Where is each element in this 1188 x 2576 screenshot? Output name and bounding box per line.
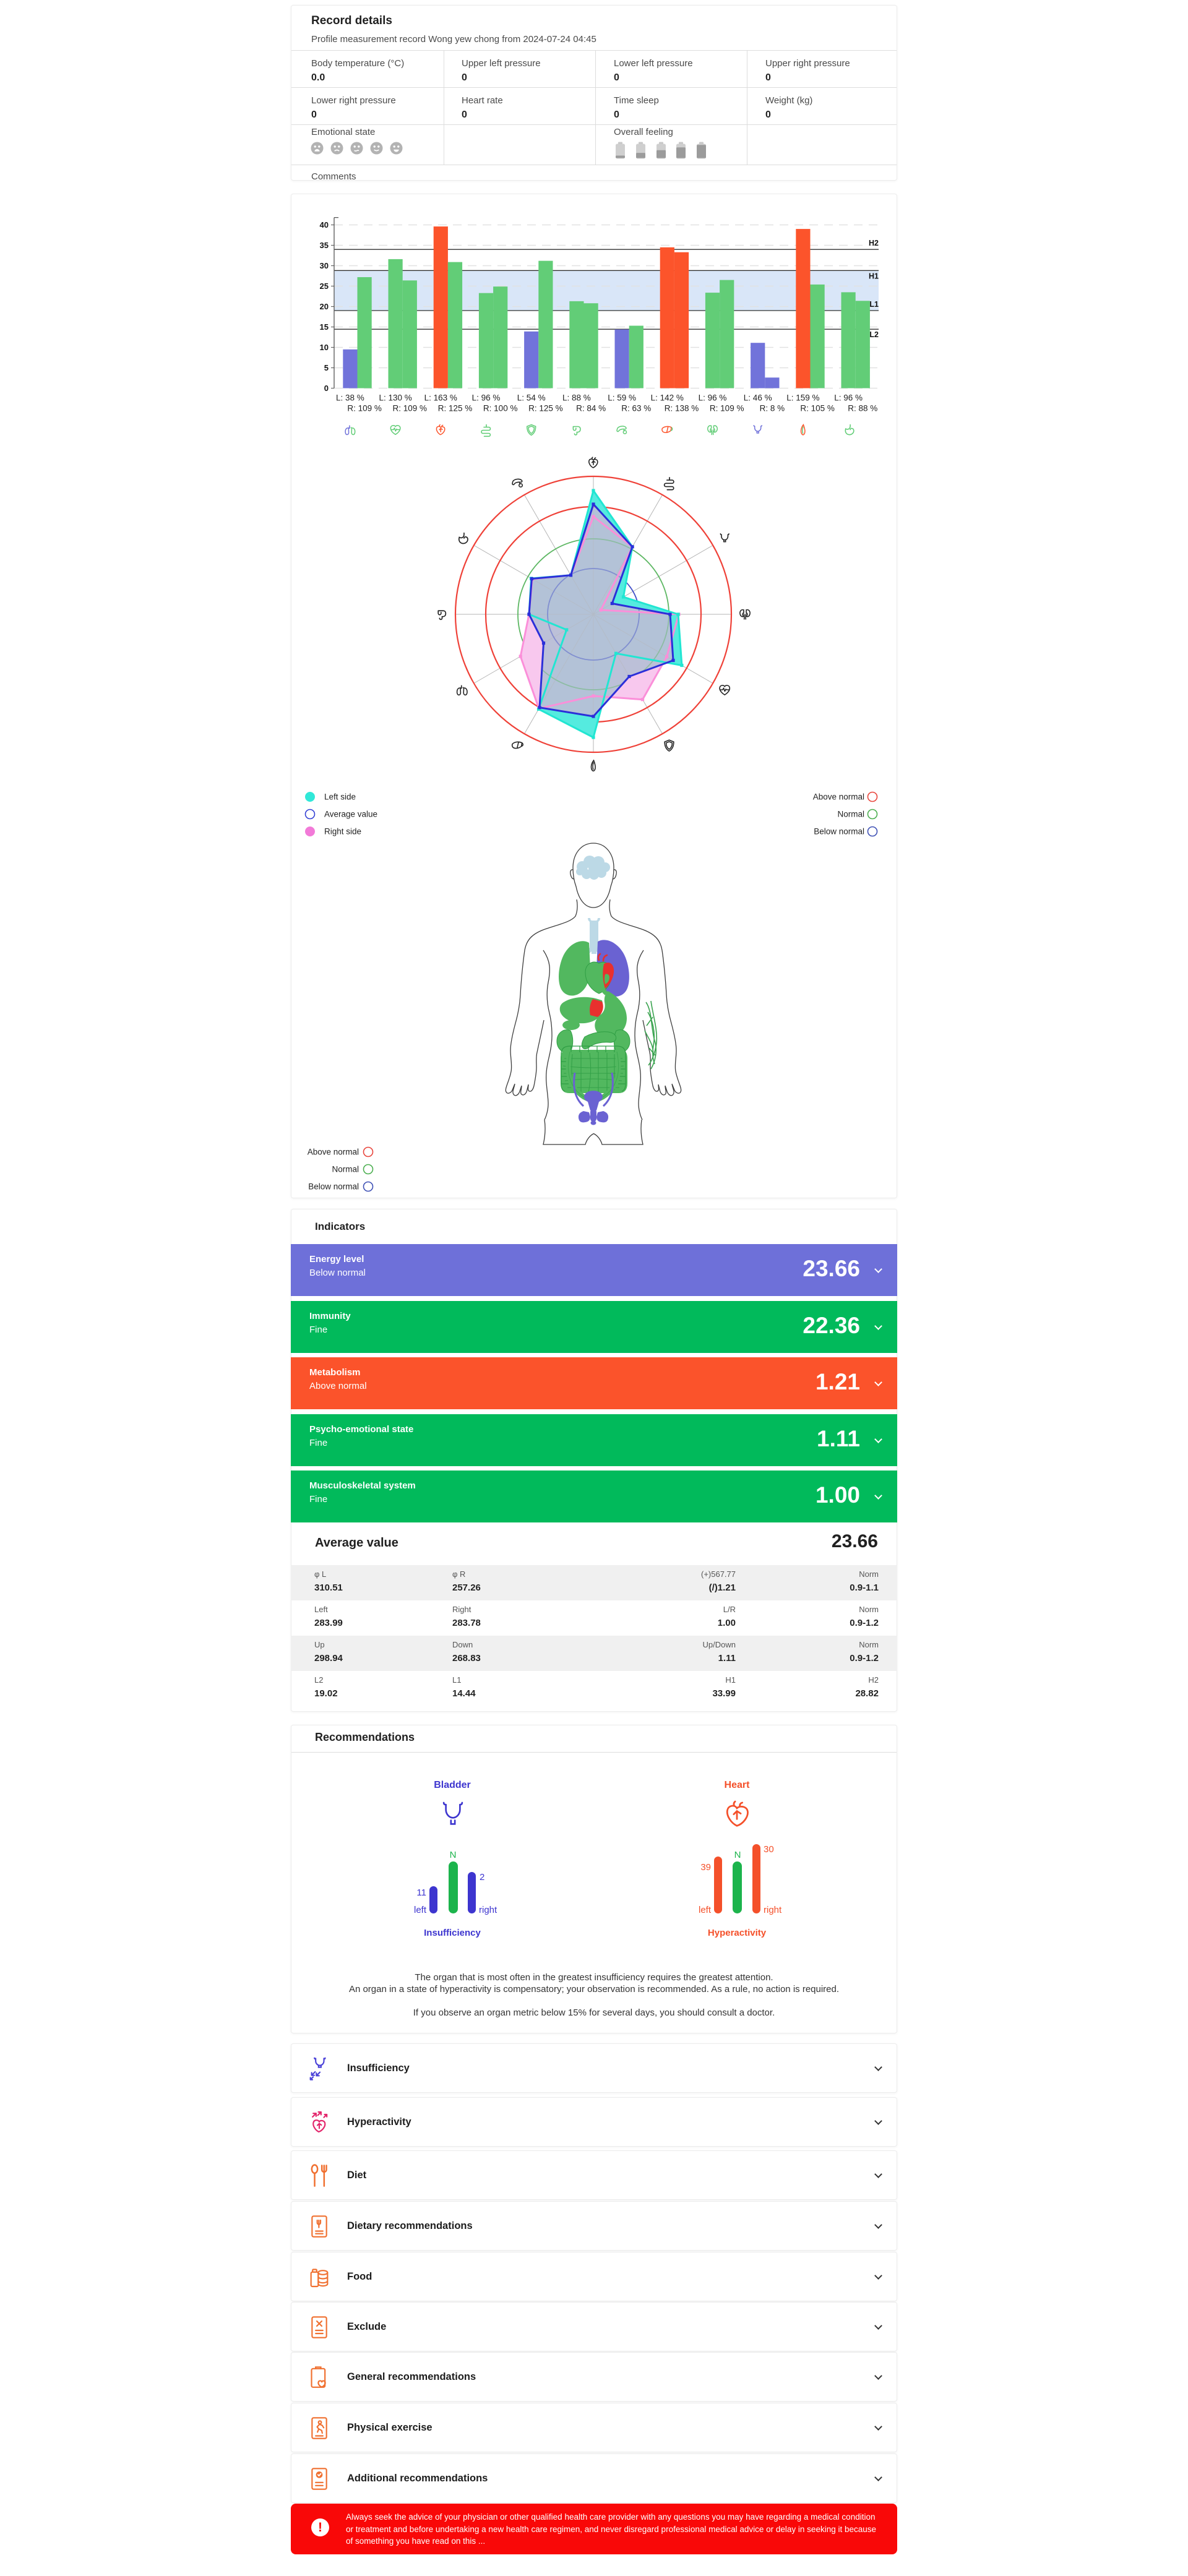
svg-text:L: 159 %: L: 159 % [786,393,819,403]
svg-text:2: 2 [480,1872,484,1883]
svg-text:R: 109 %: R: 109 % [347,404,382,413]
svg-text:20: 20 [320,302,329,311]
svg-text:35: 35 [320,241,329,250]
svg-text:Below normal: Below normal [308,1182,359,1191]
svg-text:R: 109 %: R: 109 % [710,404,744,413]
svg-text:25: 25 [320,281,329,291]
svg-text:R: 138 %: R: 138 % [665,404,699,413]
svg-text:39: 39 [700,1862,711,1873]
svg-text:15: 15 [320,322,329,332]
svg-text:L: 142 %: L: 142 % [651,393,684,403]
svg-text:R: 100 %: R: 100 % [483,404,518,413]
svg-text:left: left [414,1905,427,1915]
svg-text:L: 38 %: L: 38 % [336,393,364,403]
svg-text:L: 96 %: L: 96 % [699,393,727,403]
svg-text:30: 30 [320,261,329,270]
svg-text:left: left [699,1905,712,1915]
svg-text:Below normal: Below normal [814,827,864,836]
svg-text:Normal: Normal [837,810,864,819]
svg-text:Above normal: Above normal [308,1148,359,1157]
svg-text:R: 125 %: R: 125 % [438,404,473,413]
svg-text:L1: L1 [869,300,879,309]
svg-text:30: 30 [764,1844,774,1855]
svg-text:H2: H2 [869,239,879,247]
svg-text:right: right [764,1905,782,1915]
svg-text:Normal: Normal [332,1165,359,1174]
svg-text:L: 54 %: L: 54 % [517,393,546,403]
svg-text:Above normal: Above normal [813,792,864,802]
svg-text:Right side: Right side [324,827,361,836]
svg-text:R: 8 %: R: 8 % [760,404,785,413]
svg-text:Average value: Average value [324,810,377,819]
svg-text:0: 0 [324,384,329,393]
svg-text:L: 88 %: L: 88 % [562,393,591,403]
svg-text:L: 130 %: L: 130 % [379,393,411,403]
svg-text:L: 59 %: L: 59 % [608,393,636,403]
svg-text:R: 105 %: R: 105 % [800,404,835,413]
svg-text:L: 96 %: L: 96 % [834,393,863,403]
svg-text:R: 84 %: R: 84 % [576,404,606,413]
svg-text:11: 11 [416,1887,426,1898]
svg-text:R: 109 %: R: 109 % [393,404,428,413]
svg-text:R: 63 %: R: 63 % [621,404,651,413]
svg-text:L: 163 %: L: 163 % [424,393,457,403]
svg-text:R: 125 %: R: 125 % [528,404,563,413]
svg-text:L: 46 %: L: 46 % [744,393,772,403]
svg-text:N: N [734,1850,741,1860]
svg-text:Left side: Left side [324,792,356,802]
svg-text:right: right [479,1905,497,1915]
svg-text:10: 10 [320,343,329,352]
svg-text:L2: L2 [869,330,879,339]
svg-text:N: N [450,1850,457,1860]
svg-text:H1: H1 [869,272,879,280]
svg-text:5: 5 [324,363,329,372]
svg-text:L: 96 %: L: 96 % [472,393,501,403]
svg-text:40: 40 [320,220,329,230]
svg-text:R: 88 %: R: 88 % [848,404,877,413]
